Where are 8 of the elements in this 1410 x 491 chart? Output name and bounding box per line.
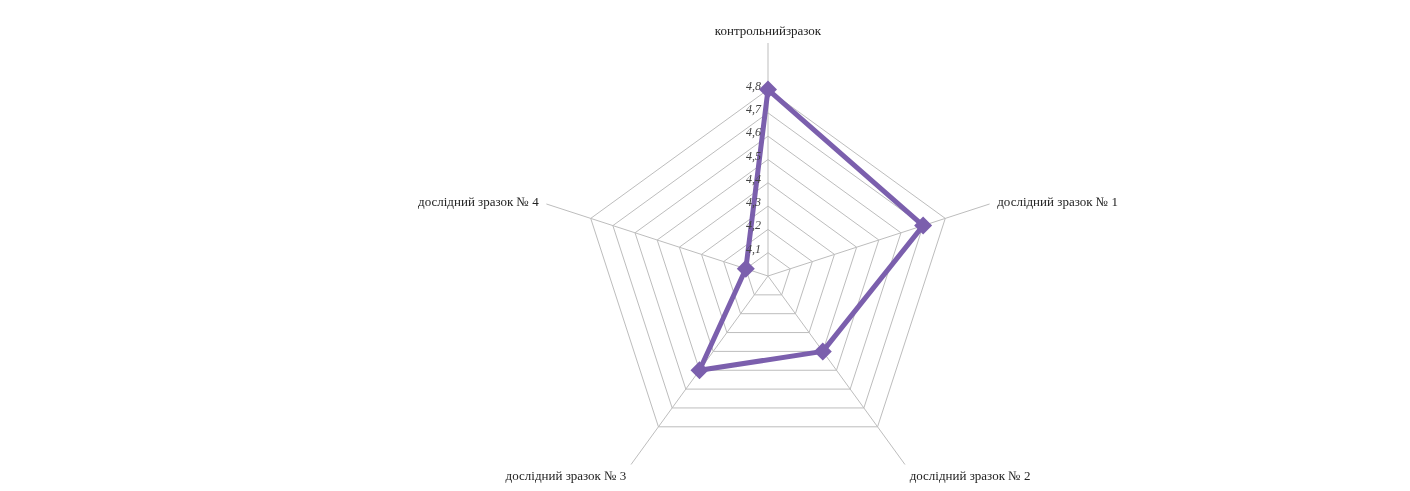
- y-tick-label: 4,7: [746, 101, 762, 116]
- spoke-label: контрольнийзразок: [714, 23, 822, 38]
- spoke-label: дослідний зразок № 3: [505, 468, 627, 484]
- y-tick-label: 4,8: [746, 78, 761, 93]
- spoke-label: дослідний зразок № 2: [909, 468, 1031, 484]
- y-tick-label: 4,6: [746, 125, 761, 140]
- spoke-label: дослідний зразок № 1: [997, 194, 1118, 210]
- spoke-label: дослідний зразок № 4: [418, 194, 540, 210]
